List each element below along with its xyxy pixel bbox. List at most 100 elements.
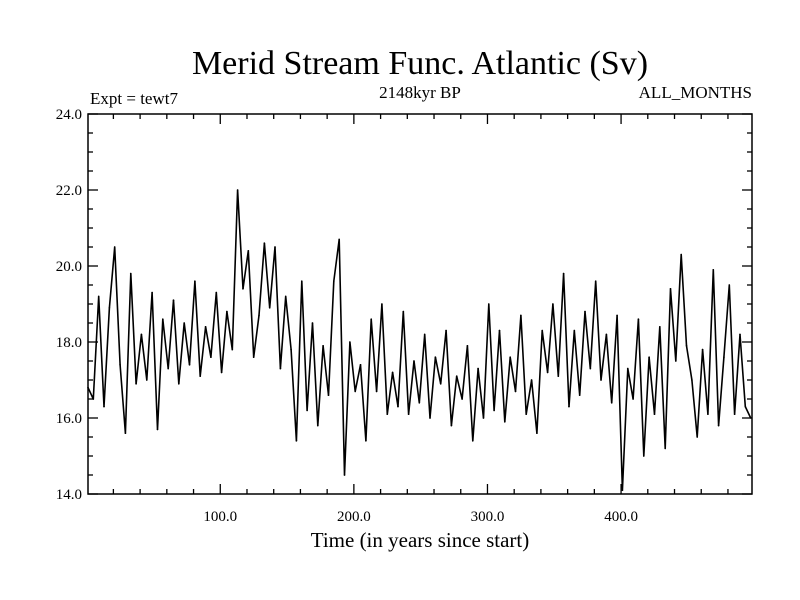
x-tick-label: 400.0	[604, 509, 638, 525]
data-point	[680, 253, 682, 256]
data-point	[284, 295, 287, 298]
period-label: 2148kyr BP	[379, 83, 461, 102]
data-point	[167, 367, 169, 370]
data-point	[172, 299, 175, 302]
data-point	[707, 413, 709, 416]
data-point	[573, 329, 576, 332]
data-point	[397, 405, 399, 408]
data-point	[471, 440, 474, 442]
y-tick-label: 16.0	[56, 411, 82, 427]
data-point	[562, 272, 565, 275]
data-point	[322, 345, 324, 347]
data-point	[145, 379, 148, 381]
y-tick-label: 24.0	[56, 107, 82, 123]
data-point	[642, 455, 645, 457]
data-points	[87, 189, 752, 492]
data-point	[691, 379, 693, 381]
data-point	[183, 322, 185, 324]
data-point	[300, 280, 303, 283]
data-point	[509, 356, 511, 359]
data-point	[685, 345, 688, 347]
data-point	[156, 428, 159, 431]
x-tick-label: 100.0	[203, 509, 237, 525]
data-point	[413, 360, 415, 362]
data-point	[140, 333, 143, 336]
data-point	[717, 424, 720, 427]
data-point	[466, 345, 469, 347]
data-point	[701, 348, 704, 351]
data-point	[653, 413, 656, 416]
data-point	[568, 405, 570, 408]
data-point	[728, 284, 731, 286]
series-line	[87, 189, 752, 491]
data-point	[333, 280, 335, 283]
data-point	[429, 417, 431, 419]
y-tick-label: 18.0	[56, 335, 82, 351]
data-point	[386, 413, 389, 416]
data-point	[712, 269, 715, 271]
months-label: ALL_MONTHS	[639, 83, 752, 102]
data-point	[119, 364, 121, 366]
data-point	[343, 474, 346, 476]
data-point	[295, 440, 298, 442]
experiment-label: Expt = tewt7	[90, 89, 178, 108]
data-point	[621, 489, 624, 492]
y-tick-label: 22.0	[56, 183, 82, 199]
data-point	[450, 424, 453, 427]
data-point	[162, 318, 164, 321]
data-point	[637, 318, 640, 321]
data-point	[648, 356, 650, 359]
data-point	[402, 310, 405, 313]
data-point	[231, 348, 234, 351]
data-point	[610, 402, 613, 404]
data-point	[696, 436, 699, 438]
data-point	[178, 383, 180, 385]
data-point	[199, 375, 202, 378]
data-point	[370, 318, 373, 321]
data-point	[124, 432, 127, 435]
data-point	[546, 371, 549, 374]
data-point	[552, 303, 554, 305]
data-point	[739, 333, 741, 336]
data-point	[434, 356, 437, 359]
x-tick-label: 200.0	[337, 509, 371, 525]
data-point	[584, 310, 586, 313]
data-point	[204, 326, 207, 328]
data-point	[520, 314, 522, 317]
data-point	[541, 329, 544, 332]
data-point	[247, 250, 250, 252]
data-point	[252, 356, 255, 359]
data-point	[375, 390, 378, 393]
data-point	[188, 364, 191, 366]
data-point	[632, 398, 634, 400]
data-point	[589, 367, 592, 370]
data-point	[594, 280, 597, 283]
y-tick-labels: 14.0 16.0 18.0 20.0 22.0 24.0	[56, 107, 82, 503]
data-point	[423, 333, 426, 336]
data-point	[103, 405, 105, 408]
data-point	[626, 367, 629, 370]
data-point	[151, 291, 153, 294]
data-point	[306, 409, 308, 412]
data-point	[418, 402, 421, 404]
data-point	[113, 246, 116, 248]
data-point	[359, 364, 362, 366]
data-point	[578, 394, 581, 397]
data-point	[616, 314, 618, 317]
data-point	[557, 375, 560, 378]
plot-area-frame	[87, 113, 753, 495]
data-point	[733, 413, 736, 416]
data-point	[311, 322, 314, 324]
data-point	[744, 405, 747, 408]
data-point	[439, 383, 442, 385]
data-point	[258, 314, 260, 317]
data-point	[349, 341, 351, 343]
data-point	[749, 417, 752, 419]
data-point	[600, 379, 602, 381]
data-point	[354, 390, 357, 393]
x-tick-label: 300.0	[471, 509, 505, 525]
data-point	[391, 371, 394, 374]
axis-ticks	[88, 113, 752, 495]
data-point	[194, 280, 196, 283]
